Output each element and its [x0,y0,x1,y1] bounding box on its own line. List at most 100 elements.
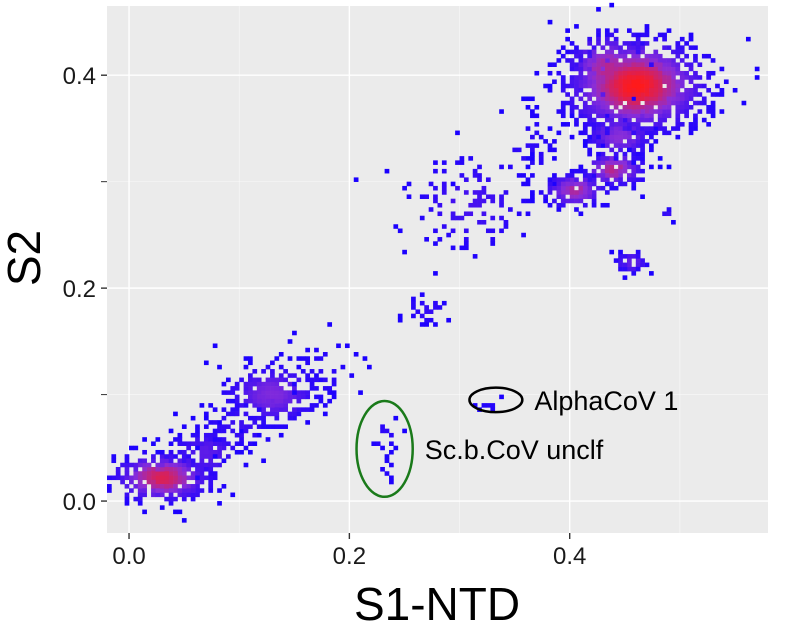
density-cell [653,87,659,93]
density-cell [499,194,504,199]
density-cell [679,58,685,63]
density-cell [622,92,628,97]
density-cell [675,109,681,114]
density-cell [256,394,262,400]
density-cell [622,156,628,161]
density-cell [552,198,557,204]
density-cell [635,49,641,55]
density-cell [596,79,601,85]
density-cell [578,62,584,67]
density-cell [640,32,645,38]
density-cell [142,492,147,498]
density-cell [569,109,575,114]
density-cell [525,126,531,131]
density-cell [591,202,597,208]
density-cell [609,58,615,63]
density-cell [208,462,214,468]
density-cell [622,87,628,93]
density-cell [124,496,130,502]
density-cell [525,198,531,204]
density-cell [613,45,619,50]
density-cell [129,445,134,451]
density-cell [587,92,593,97]
density-cell [609,66,615,72]
density-cell [199,475,205,481]
density-cell [666,211,672,217]
density-cell [181,454,187,459]
density-cell [477,202,482,208]
density-cell [261,407,266,412]
density-cell [675,122,681,127]
density-cell [556,202,562,208]
density-cell [278,364,284,370]
density-cell [574,198,579,204]
density-cell [287,381,293,387]
density-cell [234,411,240,417]
density-cell [203,411,209,417]
density-cell [662,96,667,102]
density-cell [693,87,698,93]
density-cell [217,428,222,434]
density-cell [499,394,504,400]
density-cell [199,441,205,446]
density-cell [217,424,222,429]
density-cell [644,53,650,59]
density-cell [600,151,606,157]
density-cell [684,41,689,46]
density-cell [393,415,399,421]
density-cell [657,32,663,38]
density-cell [552,181,557,187]
density-cell [534,70,540,76]
density-cell [649,105,654,110]
density-cell [481,185,487,191]
density-cell [574,122,579,127]
density-cell [314,394,319,400]
density-cell [569,79,575,85]
density-cell [596,58,601,63]
density-cell [754,75,760,80]
density-cell [622,117,628,123]
density-cell [270,424,275,429]
density-cell [318,398,324,404]
density-cell [653,96,659,102]
density-cell [644,126,650,131]
density-cell [662,66,667,72]
density-cell [635,75,641,80]
density-cell [604,113,610,119]
density-cell [693,83,698,89]
density-cell [565,100,570,106]
density-cell [155,466,161,472]
density-cell [261,458,266,464]
density-cell [516,147,522,153]
density-cell [142,488,147,493]
density-cell [640,168,645,174]
density-cell [693,53,698,59]
density-cell [662,113,667,119]
density-cell [631,100,637,106]
density-cell [578,83,584,89]
density-cell [697,75,703,80]
density-cell [604,87,610,93]
density-cell [217,441,222,446]
density-cell [248,360,253,366]
density-cell [649,100,654,106]
density-cell [657,62,663,67]
density-cell [190,492,196,498]
density-cell [243,386,249,391]
density-cell [631,109,637,114]
density-cell [221,390,227,395]
density-cell [256,377,262,383]
density-cell [613,92,619,97]
density-cell [397,317,403,323]
density-cell [631,41,637,46]
density-cell [230,445,236,451]
density-cell [596,66,601,72]
density-cell [252,398,258,404]
density-cell [631,168,637,174]
density-cell [305,390,311,395]
density-cell [587,41,593,46]
density-cell [142,466,147,472]
density-cell [159,492,165,498]
density-cell [177,449,183,455]
density-cell [190,488,196,493]
